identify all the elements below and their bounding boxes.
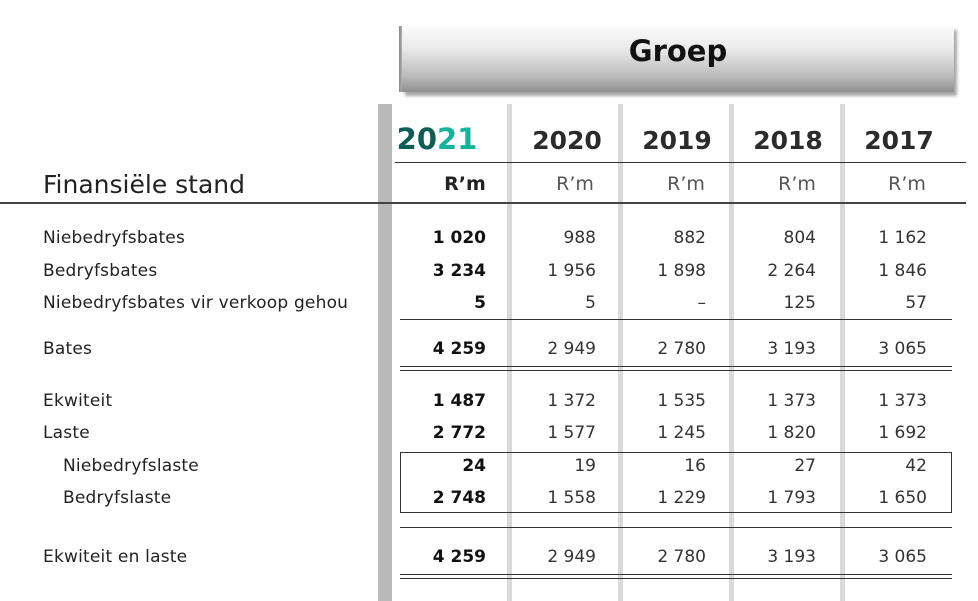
unit-label: R’m <box>556 173 594 195</box>
column-separator <box>618 104 623 601</box>
cell-value: 16 <box>684 456 706 476</box>
cell-value: 1 245 <box>657 423 706 443</box>
year-header: 2017 <box>864 126 934 155</box>
subtotal-rule <box>400 527 952 528</box>
section-title: Finansiële stand <box>43 170 246 199</box>
cell-value: 1 820 <box>767 423 816 443</box>
cell-value: 1 577 <box>547 423 596 443</box>
unit-label: R’m <box>888 173 926 195</box>
year-header: 2018 <box>753 126 823 155</box>
cell-value: 42 <box>905 456 927 476</box>
cell-value: 125 <box>783 293 816 313</box>
cell-value: 1 162 <box>878 228 927 248</box>
column-separator <box>378 104 392 601</box>
row-label: Niebedryfsbates vir verkoop gehou <box>43 293 349 313</box>
cell-value: 1 535 <box>657 391 706 411</box>
cell-value: 1 650 <box>878 488 927 508</box>
subtotal-rule <box>400 319 952 320</box>
cell-value: 3 065 <box>878 339 927 359</box>
cell-value: 2 748 <box>432 488 486 508</box>
cell-value: 1 229 <box>657 488 706 508</box>
cell-value: 5 <box>585 293 596 313</box>
cell-value: 4 259 <box>432 547 486 567</box>
unit-label: R’m <box>444 173 486 195</box>
cell-value: 2 780 <box>657 547 706 567</box>
year-header: 2020 <box>532 126 602 155</box>
banner-title: Groep <box>628 34 728 68</box>
total-rule <box>400 574 952 575</box>
group-banner <box>402 26 954 92</box>
total-rule <box>400 370 952 371</box>
cell-value: 1 558 <box>547 488 596 508</box>
cell-value: 2 780 <box>657 339 706 359</box>
cell-value: 27 <box>794 456 816 476</box>
unit-label: R’m <box>778 173 816 195</box>
cell-value: 24 <box>462 456 486 476</box>
total-rule <box>400 366 952 367</box>
cell-value: – <box>697 293 707 313</box>
cell-value: 3 193 <box>767 339 816 359</box>
cell-value: 1 898 <box>657 261 706 281</box>
row-label: Bates <box>43 339 93 359</box>
header-divider <box>395 162 966 163</box>
column-separator <box>507 104 512 601</box>
cell-value: 2 949 <box>547 547 596 567</box>
cell-value: 2 772 <box>432 423 486 443</box>
row-label: Laste <box>43 423 90 443</box>
cell-value: 3 065 <box>878 547 927 567</box>
cell-value: 804 <box>783 228 816 248</box>
row-label: Bedryfsbates <box>43 261 158 281</box>
liabilities-breakdown-box <box>400 452 952 513</box>
cell-value: 2 949 <box>547 339 596 359</box>
banner-edge <box>399 26 404 92</box>
column-separator <box>840 104 845 601</box>
year-header-current: 2021 <box>396 122 478 156</box>
cell-value: 1 373 <box>878 391 927 411</box>
row-label: Niebedryfsbates <box>43 228 186 248</box>
cell-value: 1 487 <box>432 391 486 411</box>
unit-label: R’m <box>667 173 705 195</box>
cell-value: 988 <box>563 228 596 248</box>
row-label: Ekwiteit en laste <box>43 547 188 567</box>
cell-value: 1 020 <box>432 228 486 248</box>
cell-value: 1 793 <box>767 488 816 508</box>
cell-value: 57 <box>905 293 927 313</box>
cell-value: 2 264 <box>767 261 816 281</box>
row-label: Niebedryfslaste <box>63 456 199 476</box>
cell-value: 1 956 <box>547 261 596 281</box>
cell-value: 5 <box>474 293 486 313</box>
cell-value: 1 692 <box>878 423 927 443</box>
row-label: Ekwiteit <box>43 391 113 411</box>
year-header: 2019 <box>642 126 712 155</box>
header-rule <box>0 202 966 204</box>
total-rule <box>400 578 952 579</box>
cell-value: 1 372 <box>547 391 596 411</box>
cell-value: 1 373 <box>767 391 816 411</box>
cell-value: 3 234 <box>432 261 486 281</box>
cell-value: 882 <box>673 228 706 248</box>
cell-value: 3 193 <box>767 547 816 567</box>
cell-value: 4 259 <box>432 339 486 359</box>
cell-value: 19 <box>574 456 596 476</box>
row-label: Bedryfslaste <box>63 488 172 508</box>
column-separator <box>729 104 734 601</box>
cell-value: 1 846 <box>878 261 927 281</box>
